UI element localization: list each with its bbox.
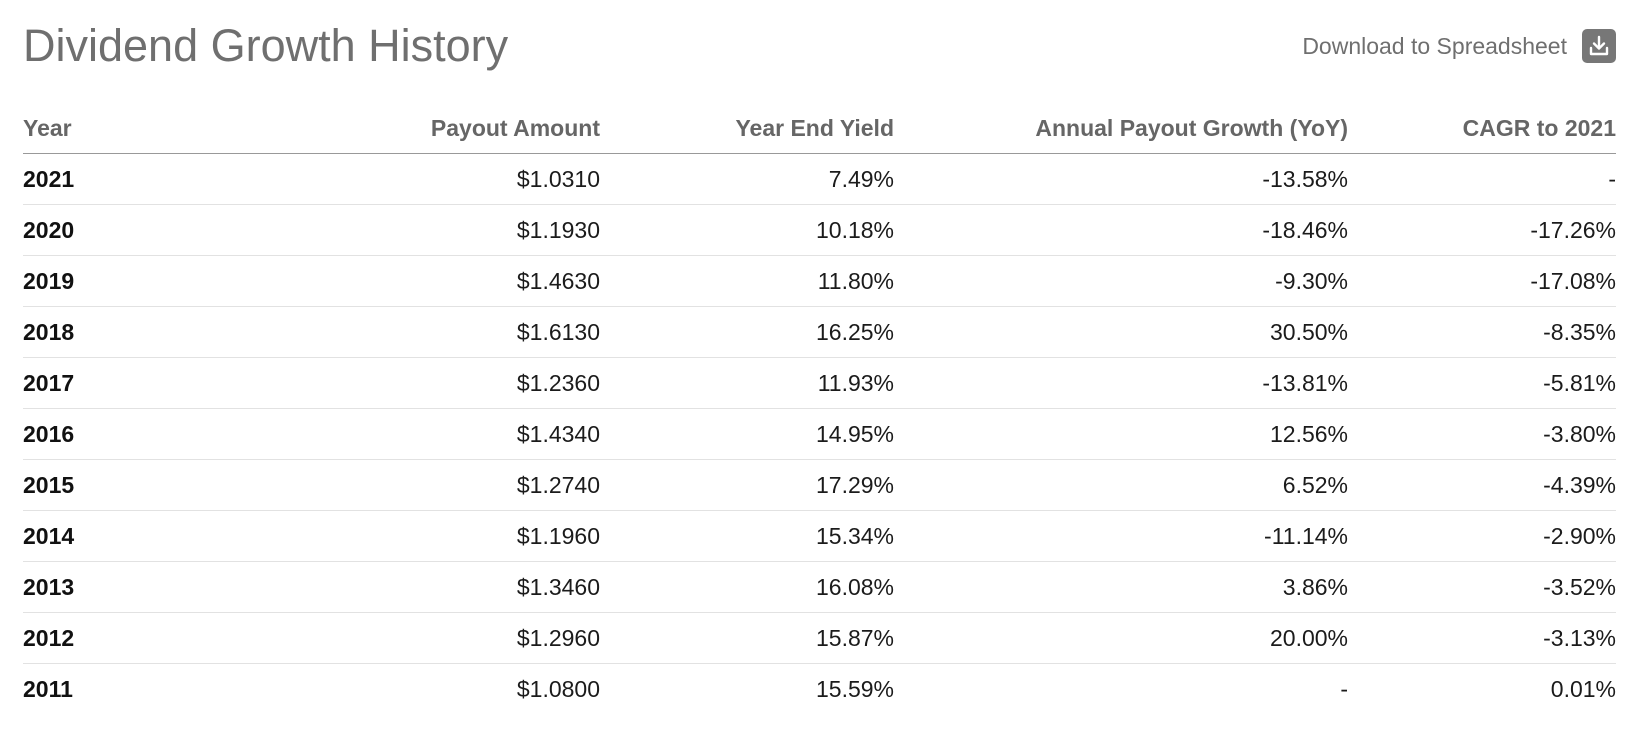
download-icon (1582, 29, 1616, 63)
table-row: 2020 $1.1930 10.18% -18.46% -17.26% (23, 204, 1616, 256)
table-row: 2014 $1.1960 15.34% -11.14% -2.90% (23, 510, 1616, 562)
column-header-year[interactable]: Year (23, 103, 223, 154)
column-header-cagr[interactable]: CAGR to 2021 (1348, 103, 1616, 154)
year-end-yield-cell: 15.87% (600, 612, 894, 664)
annual-payout-growth-cell: -18.46% (894, 204, 1348, 256)
table-row: 2016 $1.4340 14.95% 12.56% -3.80% (23, 408, 1616, 460)
annual-payout-growth-cell: 3.86% (894, 561, 1348, 613)
payout-amount-cell: $1.4630 (223, 255, 600, 307)
year-end-yield-cell: 17.29% (600, 459, 894, 511)
annual-payout-growth-cell: -13.58% (894, 153, 1348, 205)
year-end-yield-cell: 16.08% (600, 561, 894, 613)
year-cell: 2019 (23, 255, 223, 307)
cagr-cell: 0.01% (1550, 675, 1616, 702)
annual-payout-growth-cell: 30.50% (894, 306, 1348, 358)
year-cell: 2015 (23, 459, 223, 511)
year-end-yield-cell: 11.93% (600, 357, 894, 409)
annual-payout-growth-cell: -9.30% (894, 255, 1348, 307)
table-row: 2013 $1.3460 16.08% 3.86% -3.52% (23, 561, 1616, 613)
page-title: Dividend Growth History (23, 20, 509, 71)
cagr-cell: -2.90% (1348, 510, 1616, 562)
year-cell: 2013 (23, 561, 223, 613)
payout-amount-cell: $1.2360 (223, 357, 600, 409)
payout-amount-cell: $1.0310 (223, 153, 600, 205)
annual-payout-growth-cell: - (1340, 675, 1348, 702)
cagr-cell: -3.52% (1348, 561, 1616, 613)
table-row: 2018 $1.6130 16.25% 30.50% -8.35% (23, 306, 1616, 358)
cagr-cell: -5.81% (1348, 357, 1616, 409)
cagr-cell: -4.39% (1348, 459, 1616, 511)
table-row: 2011 $1.0800 15.59% - 0.01% (23, 664, 1616, 715)
annual-payout-growth-cell: -11.14% (894, 510, 1348, 562)
year-end-yield-cell: 15.34% (600, 510, 894, 562)
year-end-yield-cell: 7.49% (600, 153, 894, 205)
table-body: 2021 $1.0310 7.49% -13.58% -2020 $1.1930 10.18… (23, 153, 1616, 715)
year-cell: 2014 (23, 510, 223, 562)
payout-amount-cell: $1.1960 (223, 510, 600, 562)
table-header-row: Year Payout Amount Year End Yield Annual… (23, 103, 1616, 154)
year-cell: 2016 (23, 408, 223, 460)
payout-amount-cell: $1.6130 (223, 306, 600, 358)
year-end-yield-cell: 15.59% (815, 675, 894, 702)
year-end-yield-cell: 14.95% (600, 408, 894, 460)
year-cell: 2017 (23, 357, 223, 409)
payout-amount-cell: $1.1930 (223, 204, 600, 256)
payout-amount-cell: $1.4340 (223, 408, 600, 460)
table-row: 2019 $1.4630 11.80% -9.30% -17.08% (23, 255, 1616, 307)
annual-payout-growth-cell: 20.00% (894, 612, 1348, 664)
payout-amount-cell: $1.2960 (223, 612, 600, 664)
annual-payout-growth-cell: 6.52% (894, 459, 1348, 511)
year-cell: 2021 (23, 153, 223, 205)
dividend-history-table: Year Payout Amount Year End Yield Annual… (23, 103, 1616, 714)
download-spreadsheet-button[interactable]: Download to Spreadsheet (1302, 29, 1616, 63)
table-row: 2012 $1.2960 15.87% 20.00% -3.13% (23, 612, 1616, 664)
table-row: 2017 $1.2360 11.93% -13.81% -5.81% (23, 357, 1616, 409)
year-cell: 2012 (23, 612, 223, 664)
payout-amount-cell: $1.3460 (223, 561, 600, 613)
cagr-cell: - (1348, 153, 1616, 205)
table-row: 2015 $1.2740 17.29% 6.52% -4.39% (23, 459, 1616, 511)
payout-amount-cell: $1.2740 (223, 459, 600, 511)
annual-payout-growth-cell: -13.81% (894, 357, 1348, 409)
year-cell: 2018 (23, 306, 223, 358)
year-cell: 2011 (23, 675, 73, 702)
cagr-cell: -3.80% (1348, 408, 1616, 460)
year-end-yield-cell: 10.18% (600, 204, 894, 256)
year-end-yield-cell: 16.25% (600, 306, 894, 358)
year-end-yield-cell: 11.80% (600, 255, 894, 307)
column-header-year-end-yield[interactable]: Year End Yield (600, 103, 894, 154)
annual-payout-growth-cell: 12.56% (894, 408, 1348, 460)
download-label: Download to Spreadsheet (1302, 32, 1567, 59)
cagr-cell: -3.13% (1348, 612, 1616, 664)
column-header-annual-payout-growth[interactable]: Annual Payout Growth (YoY) (894, 103, 1348, 154)
table-row: 2021 $1.0310 7.49% -13.58% - (23, 153, 1616, 205)
cagr-cell: -8.35% (1348, 306, 1616, 358)
column-header-payout-amount[interactable]: Payout Amount (223, 103, 600, 154)
cagr-cell: -17.08% (1348, 255, 1616, 307)
cagr-cell: -17.26% (1348, 204, 1616, 256)
year-cell: 2020 (23, 204, 223, 256)
payout-amount-cell: $1.0800 (516, 675, 600, 702)
